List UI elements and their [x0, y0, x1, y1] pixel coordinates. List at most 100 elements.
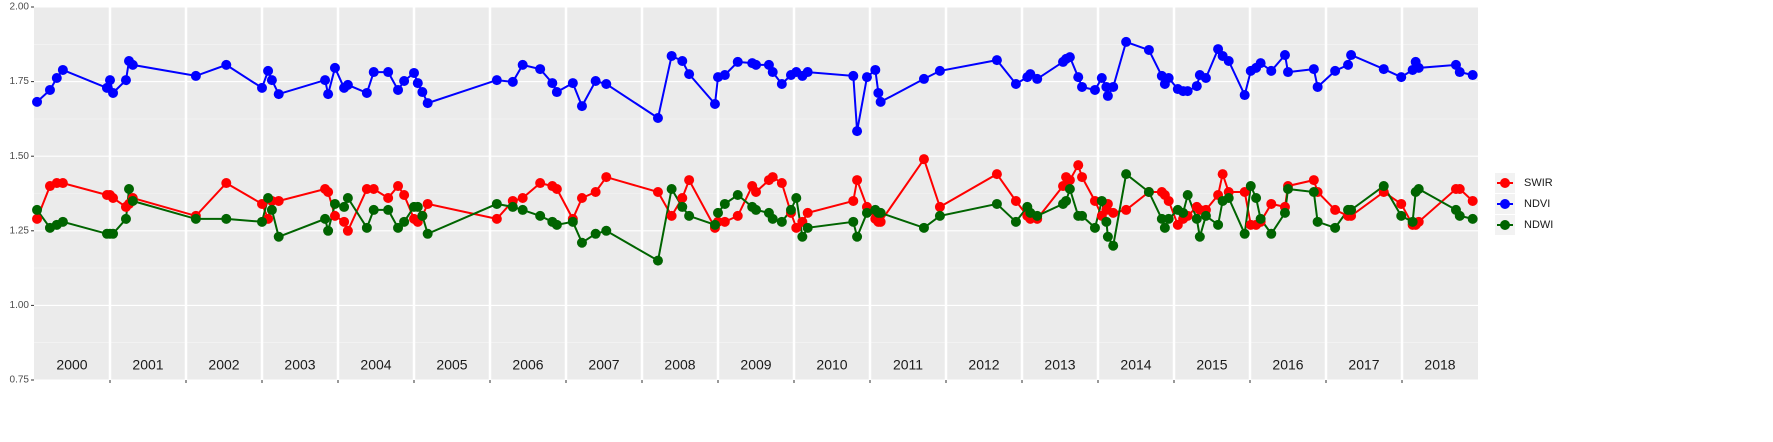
- point: [767, 67, 778, 78]
- point: [1194, 231, 1205, 242]
- point: [918, 154, 929, 165]
- point: [1467, 70, 1478, 81]
- legend-label: NDWI: [1524, 219, 1553, 231]
- point: [412, 78, 423, 89]
- point: [417, 87, 428, 98]
- point: [507, 201, 518, 212]
- point: [273, 231, 284, 242]
- point: [1308, 187, 1319, 198]
- point: [1467, 195, 1478, 206]
- point: [751, 187, 761, 198]
- point: [802, 67, 813, 78]
- point: [491, 213, 502, 224]
- point: [1163, 73, 1174, 84]
- point: [1121, 204, 1132, 215]
- point: [1061, 195, 1072, 206]
- point: [320, 213, 331, 224]
- point: [751, 204, 761, 215]
- year-label: 2017: [1348, 357, 1379, 373]
- point: [221, 178, 232, 189]
- point: [383, 192, 394, 203]
- point: [399, 216, 410, 227]
- point: [368, 184, 379, 195]
- point: [108, 228, 119, 239]
- point: [1467, 213, 1478, 224]
- point: [342, 192, 353, 203]
- legend-dot: [1500, 220, 1510, 230]
- point: [1217, 169, 1228, 180]
- point: [601, 172, 612, 183]
- point: [32, 96, 43, 107]
- point: [666, 210, 677, 221]
- point: [1378, 181, 1389, 192]
- point: [361, 87, 372, 98]
- year-label: 2005: [436, 357, 467, 373]
- point: [719, 216, 730, 227]
- year-label: 2008: [664, 357, 695, 373]
- point: [652, 113, 663, 124]
- point: [1143, 44, 1154, 55]
- point: [1108, 240, 1119, 251]
- point: [273, 89, 284, 100]
- point: [1255, 213, 1266, 224]
- point: [1108, 81, 1119, 92]
- point: [848, 216, 859, 227]
- point: [551, 87, 562, 98]
- year-label: 2011: [893, 357, 923, 373]
- point: [1279, 50, 1290, 61]
- point: [1163, 213, 1174, 224]
- point: [1346, 204, 1357, 215]
- point: [751, 59, 761, 70]
- point: [601, 78, 612, 89]
- point: [1255, 58, 1266, 69]
- point: [1163, 195, 1174, 206]
- point: [991, 169, 1002, 180]
- point: [1010, 195, 1021, 206]
- point: [124, 184, 134, 195]
- point: [590, 228, 601, 239]
- point: [108, 87, 119, 98]
- point: [383, 204, 394, 215]
- point: [1283, 184, 1293, 195]
- point: [677, 201, 688, 212]
- point: [368, 67, 379, 78]
- point: [1346, 50, 1357, 61]
- point: [1182, 189, 1193, 200]
- point: [368, 204, 379, 215]
- point: [576, 237, 587, 248]
- point: [1010, 216, 1021, 227]
- point: [1077, 172, 1088, 183]
- point: [1245, 181, 1256, 192]
- point: [507, 76, 518, 87]
- point: [44, 84, 55, 95]
- point: [1378, 64, 1389, 75]
- legend-label: SWIR: [1524, 177, 1553, 189]
- point: [323, 187, 334, 198]
- point: [684, 175, 695, 186]
- point: [918, 222, 929, 233]
- point: [1413, 184, 1424, 195]
- point: [1312, 216, 1323, 227]
- point: [1191, 213, 1202, 224]
- point: [273, 195, 284, 206]
- point: [551, 184, 562, 195]
- point: [422, 98, 433, 109]
- point: [1156, 213, 1167, 224]
- point: [991, 55, 1002, 66]
- point: [684, 210, 695, 221]
- point: [875, 216, 886, 227]
- point: [767, 213, 778, 224]
- point: [1064, 184, 1075, 195]
- point: [422, 228, 433, 239]
- year-label: 2002: [208, 357, 239, 373]
- point: [713, 207, 723, 218]
- point: [1239, 228, 1250, 239]
- point: [776, 216, 787, 227]
- point: [1223, 56, 1234, 67]
- point: [576, 101, 587, 112]
- year-label: 2010: [816, 357, 847, 373]
- point: [1407, 216, 1418, 227]
- point: [32, 204, 43, 215]
- point: [732, 56, 743, 67]
